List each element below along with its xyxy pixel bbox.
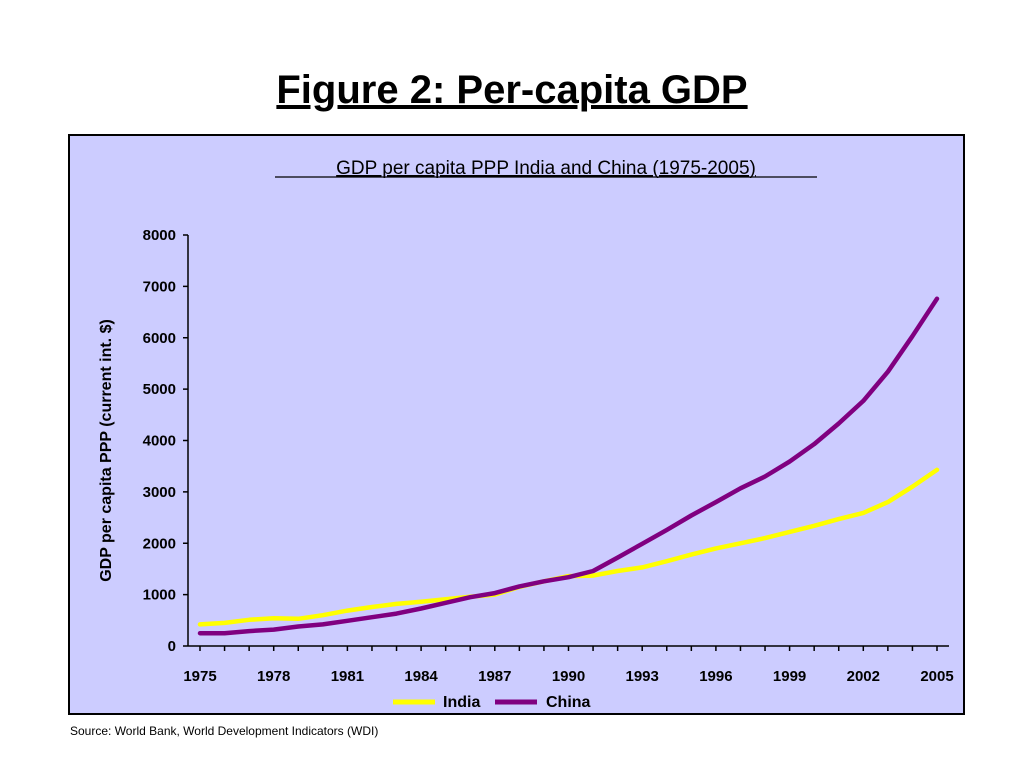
x-tick-label: 1984 xyxy=(404,668,438,685)
x-tick-label: 1978 xyxy=(257,668,290,685)
source-note: Source: World Bank, World Development In… xyxy=(70,724,379,738)
y-axis-label: GDP per capita PPP (current int. $) xyxy=(98,319,115,582)
legend-label-china: China xyxy=(546,694,591,711)
x-tick-label: 1987 xyxy=(478,668,511,685)
y-tick-label: 8000 xyxy=(143,227,176,244)
y-tick-label: 5000 xyxy=(143,381,176,398)
chart: GDP per capita PPP India and China (1975… xyxy=(98,158,954,711)
y-tick-label: 6000 xyxy=(143,330,176,347)
legend-label-india: India xyxy=(443,694,480,711)
x-tick-label: 1996 xyxy=(699,668,732,685)
chart-frame: GDP per capita PPP India and China (1975… xyxy=(68,134,965,715)
x-tick-label: 1999 xyxy=(773,668,806,685)
y-tick-label: 7000 xyxy=(143,278,176,295)
chart-title: GDP per capita PPP India and China (1975… xyxy=(336,158,756,179)
y-tick-label: 3000 xyxy=(143,484,176,501)
y-tick-label: 4000 xyxy=(143,433,176,450)
x-tick-label: 1981 xyxy=(331,668,364,685)
x-tick-label: 1993 xyxy=(626,668,659,685)
x-tick-label: 2002 xyxy=(847,668,880,685)
series-line-china xyxy=(197,296,940,636)
x-tick-label: 1990 xyxy=(552,668,585,685)
y-tick-label: 1000 xyxy=(143,587,176,604)
series-line-india xyxy=(197,467,940,627)
slide-title: Figure 2: Per-capita GDP xyxy=(276,68,748,112)
x-tick-label: 1975 xyxy=(183,668,216,685)
y-tick-label: 2000 xyxy=(143,535,176,552)
x-tick-label: 2005 xyxy=(920,668,953,685)
y-tick-label: 0 xyxy=(168,638,176,655)
